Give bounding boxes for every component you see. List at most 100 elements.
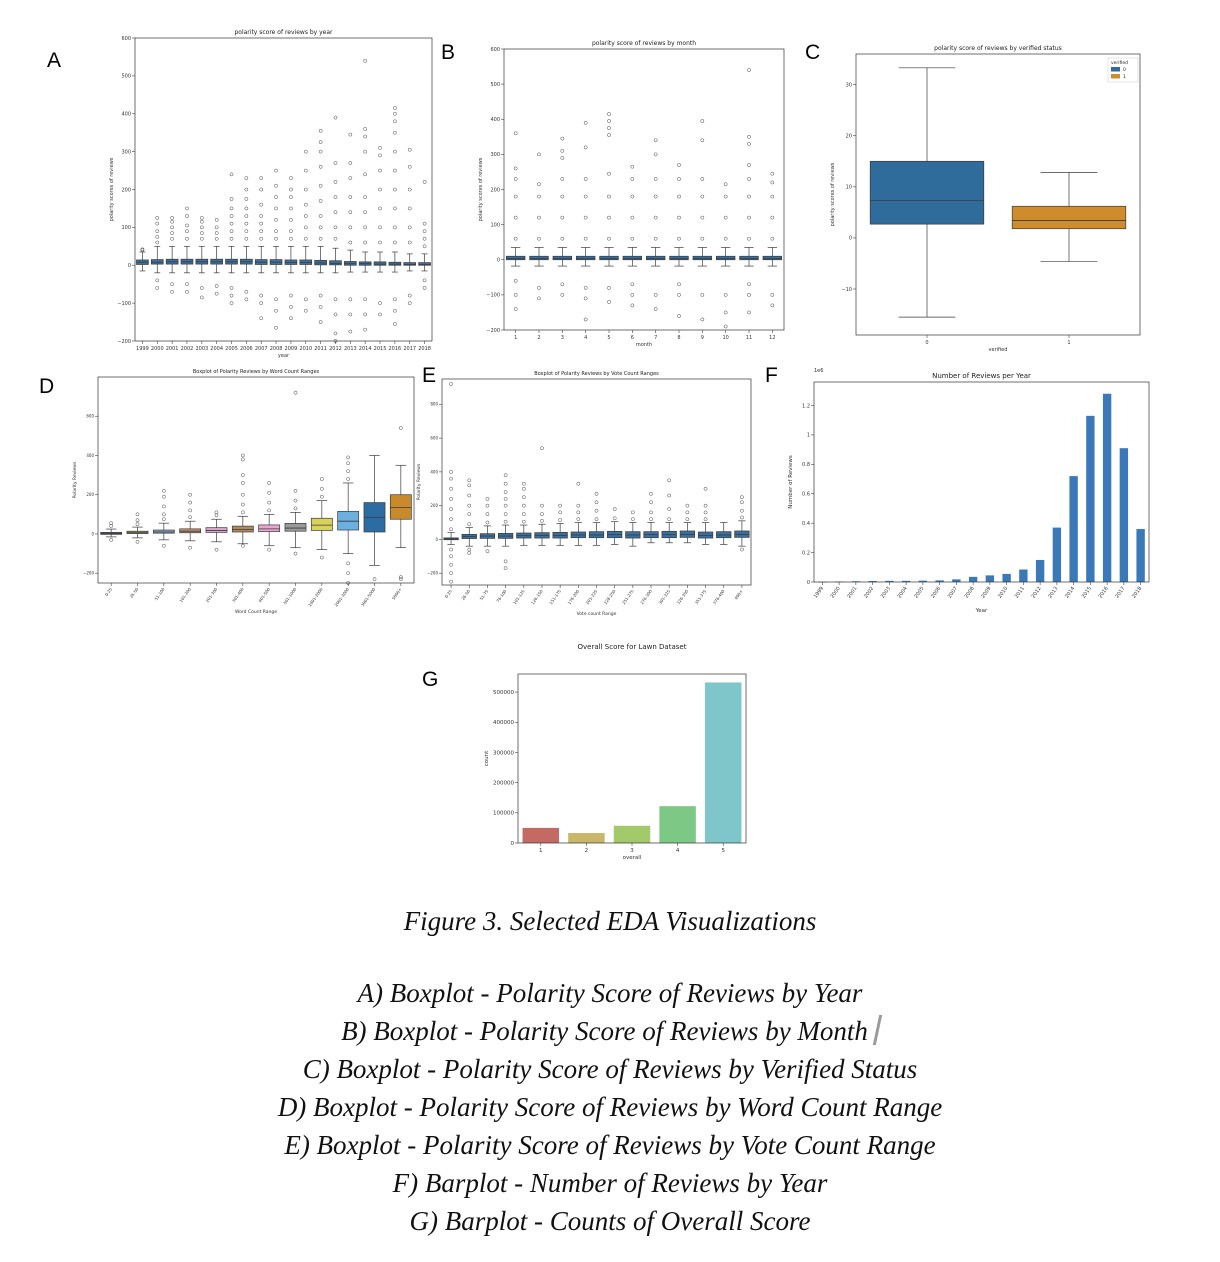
outlier-point: [393, 297, 397, 302]
chart-g-overall-score: Overall Score for Lawn Dataset 0 100000 200…: [484, 643, 747, 861]
outlier-point: [378, 225, 382, 230]
x-tick-label: 2010: [997, 586, 1009, 600]
outlier-point: [274, 325, 278, 330]
outlier-point: [363, 225, 368, 230]
outlier-point: [348, 210, 353, 215]
outlier-point: [449, 547, 453, 552]
outlier-point: [653, 152, 658, 157]
y-tick-label: 500: [121, 74, 131, 80]
outlier-point: [185, 229, 189, 234]
outlier-point: [170, 282, 174, 287]
box: [373, 261, 387, 266]
outlier-point: [293, 551, 298, 556]
outlier-point: [185, 206, 189, 211]
outlier-point: [422, 244, 427, 249]
outlier-point: [318, 320, 323, 324]
outlier-point: [537, 215, 541, 220]
y-tick-label: 100: [121, 225, 131, 231]
outlier-point: [199, 286, 204, 290]
outlier-point: [747, 310, 751, 315]
outlier-point: [700, 194, 705, 199]
outlier-point: [372, 577, 377, 581]
outlier-point: [259, 187, 264, 192]
outlier-point: [199, 295, 204, 300]
outlier-point: [348, 132, 353, 137]
outlier-point: [513, 307, 518, 311]
x-tick-label: 151-175: [548, 588, 562, 605]
outlier-point: [503, 503, 508, 508]
outlier-point: [348, 225, 353, 230]
x-tick-label: 2008: [270, 346, 283, 352]
outlier-point: [740, 495, 744, 500]
outlier-point: [318, 199, 323, 203]
outlier-point: [467, 551, 472, 555]
outlier-point: [407, 164, 412, 169]
outlier-point: [293, 488, 298, 493]
y-axis-label: polarity scores of reviews: [830, 162, 836, 226]
outlier-point: [229, 206, 234, 211]
outlier-point: [185, 289, 189, 294]
outlier-point: [540, 503, 544, 508]
y-tick-label: 200: [86, 492, 94, 497]
bar: [1019, 569, 1028, 582]
outlier-point: [407, 293, 412, 298]
outlier-point: [576, 517, 581, 521]
outlier-point: [770, 171, 775, 176]
outlier-point: [363, 58, 368, 63]
outlier-point: [259, 301, 264, 305]
y-tick-label: 1.2: [802, 403, 810, 409]
caption-item-a: A) Boxplot - Polarity Score of Reviews b…: [357, 978, 863, 1008]
outlier-point: [393, 322, 397, 326]
outlier-point: [560, 136, 565, 141]
x-tick-label: 5000+: [391, 587, 403, 601]
outlier-point: [607, 215, 611, 220]
outlier-point: [259, 214, 264, 218]
bar: [968, 576, 978, 582]
y-tick-label: 0: [435, 537, 438, 542]
x-tick-label: 126-150: [530, 588, 544, 605]
y-tick-label: 0: [511, 841, 515, 847]
outlier-point: [319, 477, 324, 481]
outlier-point: [677, 293, 681, 297]
y-tick-label: 300000: [493, 750, 514, 756]
x-tick-label: 2009: [980, 586, 992, 600]
outlier-point: [333, 180, 338, 184]
outlier-point: [155, 240, 160, 245]
outlier-point: [135, 512, 140, 517]
x-tick-label: 2017: [403, 346, 416, 352]
outlier-point: [723, 215, 728, 220]
outlier-point: [583, 317, 588, 322]
x-axis-label: month: [636, 342, 652, 348]
outlier-point: [649, 517, 653, 521]
outlier-point: [214, 291, 219, 296]
bar: [952, 579, 961, 582]
outlier-point: [449, 382, 453, 386]
outlier-point: [289, 305, 293, 309]
chart-b-polarity-by-month: polarity score of reviews by month −200 −1…: [478, 40, 785, 348]
outlier-point: [513, 166, 518, 171]
outlier-point: [289, 236, 293, 241]
outlier-point: [422, 236, 427, 241]
outlier-point: [214, 236, 219, 241]
outlier-point: [537, 286, 541, 290]
outlier-point: [700, 119, 705, 123]
outlier-point: [723, 194, 728, 199]
outlier-point: [348, 329, 353, 334]
outlier-point: [747, 282, 751, 287]
outlier-point: [109, 521, 114, 526]
outlier-point: [318, 305, 323, 309]
outlier-point: [560, 177, 565, 181]
outlier-point: [407, 187, 412, 192]
outlier-point: [393, 149, 397, 154]
text-cursor-mark: [872, 1015, 883, 1045]
outlier-point: [393, 130, 397, 135]
chart-title: Boxplot of Polarity Reviews by Word Coun…: [193, 369, 320, 375]
panel-letter-a: A: [47, 49, 62, 72]
bar: [522, 827, 560, 843]
outlier-point: [333, 225, 338, 230]
chart-title: Overall Score for Lawn Dataset: [578, 643, 687, 651]
y-axis-label: Number of Reviews: [788, 455, 794, 509]
outlier-point: [274, 195, 278, 199]
box: [284, 523, 307, 532]
x-tick-label: 51-75: [478, 588, 489, 601]
